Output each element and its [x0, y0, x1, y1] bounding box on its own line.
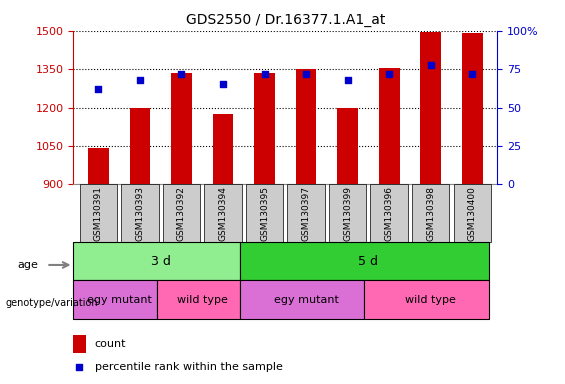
Text: GSM130398: GSM130398: [426, 185, 435, 241]
FancyBboxPatch shape: [73, 280, 157, 319]
FancyBboxPatch shape: [246, 184, 283, 242]
Text: GSM130400: GSM130400: [468, 186, 477, 240]
Text: 3 d: 3 d: [151, 255, 171, 268]
FancyBboxPatch shape: [412, 184, 449, 242]
Text: 5 d: 5 d: [358, 255, 379, 268]
FancyBboxPatch shape: [121, 184, 159, 242]
Text: GSM130394: GSM130394: [219, 186, 228, 240]
FancyBboxPatch shape: [73, 242, 240, 280]
FancyBboxPatch shape: [329, 184, 366, 242]
Point: [468, 71, 477, 77]
Bar: [295, 69, 316, 184]
Point: [426, 61, 435, 68]
Bar: [254, 73, 275, 184]
Text: GSM130395: GSM130395: [260, 185, 269, 241]
FancyBboxPatch shape: [240, 280, 364, 319]
Text: age: age: [17, 260, 38, 270]
Bar: [171, 73, 192, 184]
Point: [343, 77, 352, 83]
Point: [302, 71, 311, 77]
FancyBboxPatch shape: [240, 242, 489, 280]
FancyBboxPatch shape: [157, 280, 240, 319]
Bar: [379, 68, 399, 184]
Point: [74, 364, 83, 370]
Point: [385, 71, 394, 77]
Text: egy mutant: egy mutant: [273, 295, 338, 305]
Bar: [88, 149, 108, 184]
Text: wild type: wild type: [405, 295, 456, 305]
Title: GDS2550 / Dr.16377.1.A1_at: GDS2550 / Dr.16377.1.A1_at: [186, 13, 385, 27]
Bar: [129, 108, 150, 184]
FancyBboxPatch shape: [80, 184, 117, 242]
Text: GSM130399: GSM130399: [343, 185, 352, 241]
Text: GSM130391: GSM130391: [94, 185, 103, 241]
Point: [94, 86, 103, 92]
Text: GSM130396: GSM130396: [385, 185, 394, 241]
Text: genotype/variation: genotype/variation: [6, 298, 98, 308]
Bar: [462, 33, 483, 184]
FancyBboxPatch shape: [454, 184, 491, 242]
Text: wild type: wild type: [177, 295, 228, 305]
Point: [219, 81, 228, 88]
Text: GSM130392: GSM130392: [177, 186, 186, 240]
Text: percentile rank within the sample: percentile rank within the sample: [95, 362, 282, 372]
Bar: [337, 108, 358, 184]
Bar: [420, 32, 441, 184]
Bar: [73, 335, 86, 353]
Text: GSM130393: GSM130393: [136, 185, 145, 241]
FancyBboxPatch shape: [371, 184, 408, 242]
FancyBboxPatch shape: [364, 280, 489, 319]
Point: [260, 71, 269, 77]
Text: GSM130397: GSM130397: [302, 185, 311, 241]
FancyBboxPatch shape: [163, 184, 200, 242]
Point: [177, 71, 186, 77]
FancyBboxPatch shape: [288, 184, 325, 242]
FancyBboxPatch shape: [205, 184, 242, 242]
Point: [136, 77, 145, 83]
Bar: [212, 114, 233, 184]
Text: egy mutant: egy mutant: [86, 295, 151, 305]
Text: count: count: [95, 339, 126, 349]
